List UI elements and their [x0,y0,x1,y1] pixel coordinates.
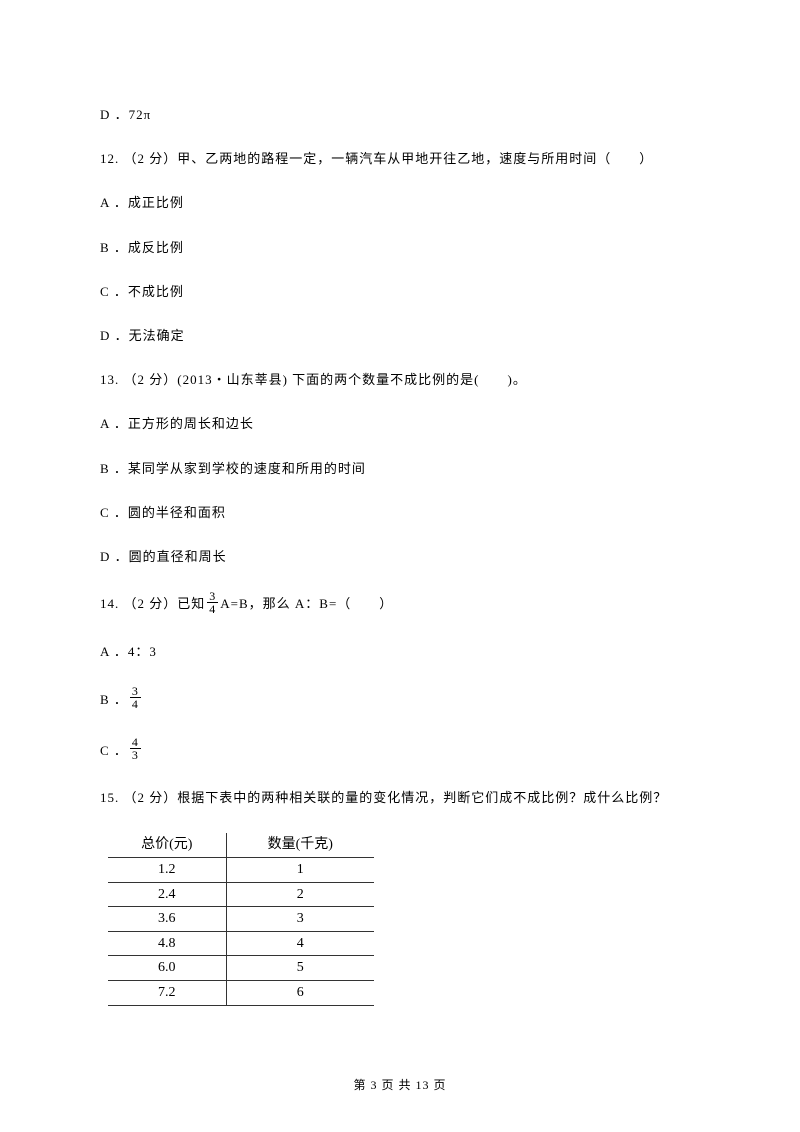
q13-option-b: B ．某同学从家到学校的速度和所用的时间 [100,460,700,478]
q13-stem: 13. （2 分）(2013・山东莘县) 下面的两个数量不成比例的是( )。 [100,371,700,389]
cell-qty: 2 [226,882,374,907]
q14-option-b: B ． 3 4 [100,687,700,712]
page-footer: 第 3 页 共 13 页 [0,1077,800,1094]
q15-stem: 15. （2 分）根据下表中的两种相关联的量的变化情况，判断它们成不成比例？成什… [100,789,700,807]
q14-fraction-3: 4 3 [130,736,141,761]
table-row: 4.8 4 [108,931,374,956]
cell-qty: 5 [226,956,374,981]
cell-qty: 3 [226,907,374,932]
q11-option-d: D ．72π [100,106,700,124]
q13-option-a: A ．正方形的周长和边长 [100,415,700,433]
cell-price: 4.8 [108,931,226,956]
q14-optc-pre: C ． [100,742,128,760]
table-row: 2.4 2 [108,882,374,907]
q14-option-c: C ． 4 3 [100,738,700,763]
cell-qty: 4 [226,931,374,956]
cell-qty: 6 [226,981,374,1006]
table-header-row: 总价(元) 数量(千克) [108,833,374,857]
table-row: 3.6 3 [108,907,374,932]
cell-price: 7.2 [108,981,226,1006]
cell-price: 1.2 [108,858,226,883]
q14-fraction-1: 3 4 [207,590,218,615]
q14-post: A=B，那么 A：B=（ ） [220,595,393,613]
cell-qty: 1 [226,858,374,883]
q14-option-a: A ．4：3 [100,643,700,661]
q13-option-c: C ．圆的半径和面积 [100,504,700,522]
cell-price: 3.6 [108,907,226,932]
table-row: 6.0 5 [108,956,374,981]
q14-fraction-2: 3 4 [130,685,141,710]
q15-table: 总价(元) 数量(千克) 1.2 1 2.4 2 3.6 3 4.8 4 6.0… [108,833,374,1005]
q14-pre: 14. （2 分）已知 [100,595,205,613]
q12-option-d: D ．无法确定 [100,327,700,345]
q13-option-d: D ．圆的直径和周长 [100,548,700,566]
q12-option-c: C ．不成比例 [100,283,700,301]
table-row: 7.2 6 [108,981,374,1006]
q14-f2-den: 4 [130,698,141,710]
table-row: 1.2 1 [108,858,374,883]
q12-stem: 12. （2 分）甲、乙两地的路程一定，一辆汽车从甲地开往乙地，速度与所用时间（… [100,150,700,168]
header-price: 总价(元) [108,833,226,857]
cell-price: 6.0 [108,956,226,981]
q14-f1-den: 4 [207,603,218,615]
q14-stem: 14. （2 分）已知 3 4 A=B，那么 A：B=（ ） [100,592,700,617]
q14-f3-den: 3 [130,749,141,761]
q12-option-a: A ．成正比例 [100,194,700,212]
cell-price: 2.4 [108,882,226,907]
q12-option-b: B ．成反比例 [100,239,700,257]
q14-optb-pre: B ． [100,691,128,709]
header-qty: 数量(千克) [226,833,374,857]
table-body: 1.2 1 2.4 2 3.6 3 4.8 4 6.0 5 7.2 6 [108,858,374,1006]
